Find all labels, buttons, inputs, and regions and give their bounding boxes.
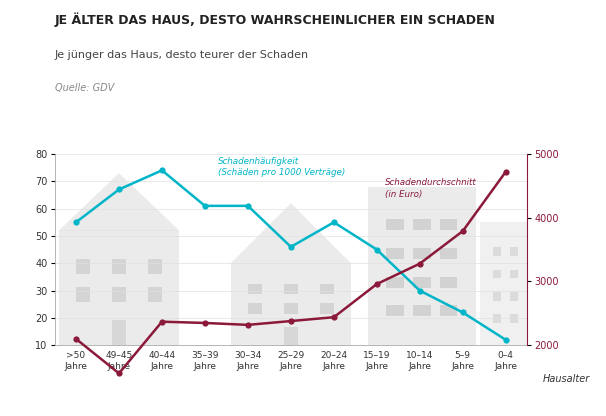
Bar: [284, 327, 298, 345]
Bar: [320, 303, 334, 314]
Bar: [413, 277, 430, 287]
Text: Schadendurchschnitt
(in Euro): Schadendurchschnitt (in Euro): [385, 178, 477, 198]
Bar: [387, 277, 404, 287]
Bar: [112, 259, 126, 274]
Bar: [493, 314, 501, 323]
Bar: [413, 305, 430, 317]
Bar: [510, 270, 519, 278]
Bar: [248, 284, 262, 295]
Bar: [76, 287, 90, 302]
Bar: [284, 303, 298, 314]
Bar: [440, 248, 458, 259]
Text: Quelle: GDV: Quelle: GDV: [55, 83, 114, 93]
Bar: [440, 219, 458, 230]
Polygon shape: [231, 203, 351, 263]
Bar: [510, 314, 519, 323]
Text: Hausalter: Hausalter: [542, 374, 590, 384]
Bar: [413, 219, 430, 230]
Bar: [493, 270, 501, 278]
Bar: [284, 284, 298, 295]
Bar: [493, 292, 501, 300]
Bar: [112, 287, 126, 302]
Bar: [248, 303, 262, 314]
Text: JE ÄLTER DAS HAUS, DESTO WAHRSCHEINLICHER EIN SCHADEN: JE ÄLTER DAS HAUS, DESTO WAHRSCHEINLICHE…: [55, 12, 496, 27]
Bar: [387, 248, 404, 259]
Bar: [413, 248, 430, 259]
Bar: [480, 222, 531, 345]
Bar: [231, 263, 351, 345]
Bar: [510, 292, 519, 300]
Bar: [510, 247, 519, 256]
Bar: [368, 187, 476, 345]
Text: Je jünger das Haus, desto teurer der Schaden: Je jünger das Haus, desto teurer der Sch…: [55, 50, 308, 60]
Bar: [440, 277, 458, 287]
Bar: [387, 219, 404, 230]
Bar: [148, 259, 162, 274]
Bar: [493, 247, 501, 256]
Bar: [59, 230, 179, 345]
Text: Schadenhäufigkeit
(Schäden pro 1000 Verträge): Schadenhäufigkeit (Schäden pro 1000 Vert…: [218, 157, 345, 178]
Polygon shape: [59, 173, 179, 230]
Bar: [112, 320, 126, 345]
Bar: [440, 305, 458, 317]
Bar: [148, 287, 162, 302]
Bar: [76, 259, 90, 274]
Bar: [320, 284, 334, 295]
Bar: [387, 305, 404, 317]
